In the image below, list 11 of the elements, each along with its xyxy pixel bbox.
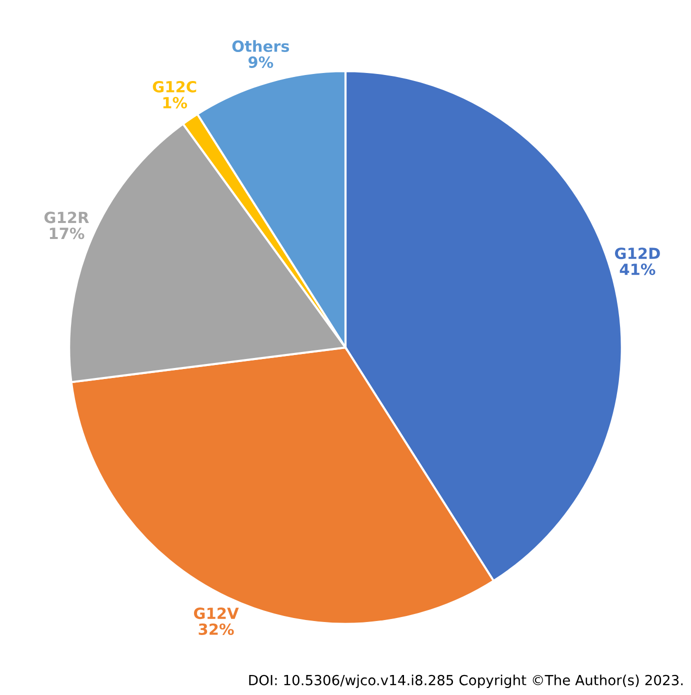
data-label: 41%: [620, 264, 656, 276]
data-label: 9%: [248, 56, 274, 68]
slice-label: G12R: [44, 212, 89, 224]
data-label: 1%: [163, 96, 188, 108]
slice-label: G12D: [614, 248, 660, 260]
text: DOI: 10.5306/wjco.v14.i8.285 Copyright ©The Author(s) 2023.: [249, 674, 683, 688]
data-label: 32%: [198, 623, 234, 636]
data-label: 17%: [50, 228, 84, 240]
slice-label: G12C: [152, 80, 196, 92]
slice-label: G12V: [194, 608, 239, 620]
slice-label: Others: [232, 40, 290, 52]
